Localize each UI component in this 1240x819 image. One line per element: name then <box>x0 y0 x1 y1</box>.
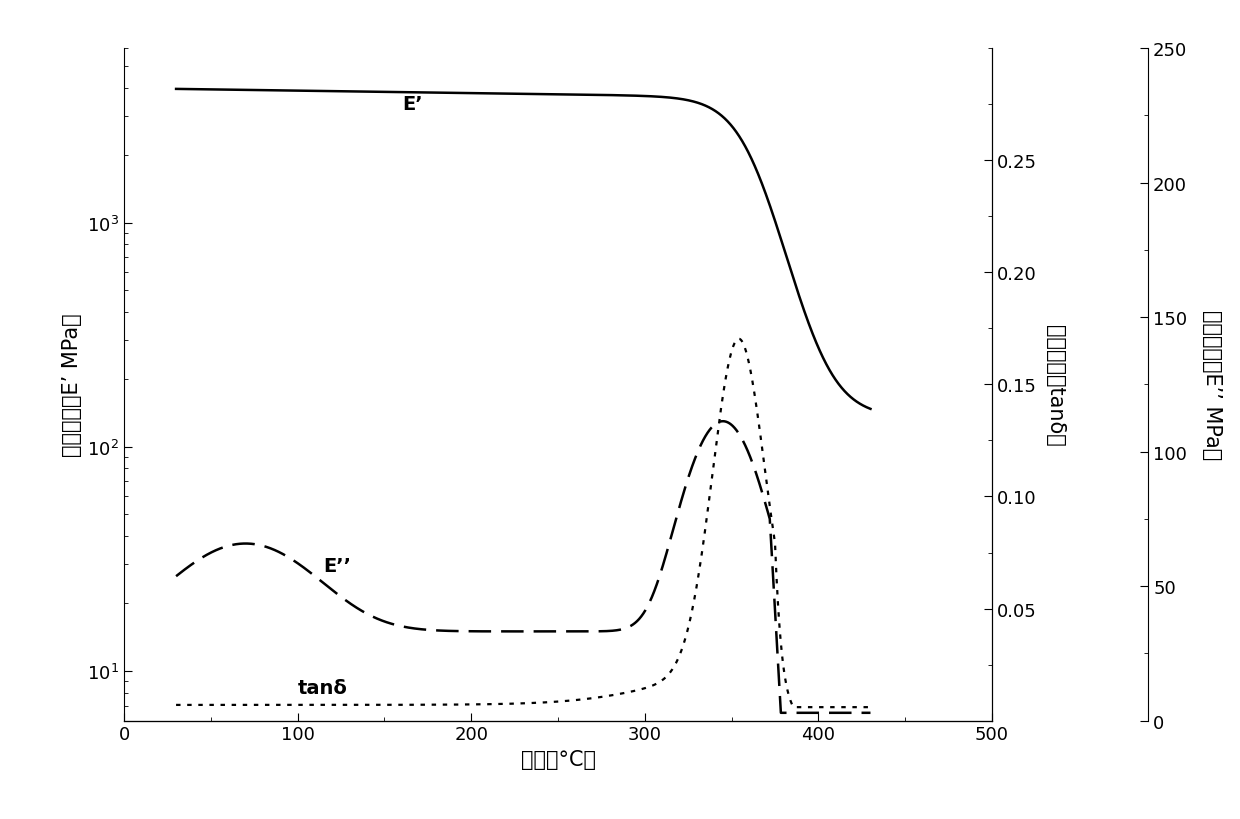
Text: E’: E’ <box>402 95 423 114</box>
Y-axis label: 损耗模量（E’’ MPa）: 损耗模量（E’’ MPa） <box>1202 310 1223 460</box>
X-axis label: 温度（°C）: 温度（°C） <box>521 749 595 769</box>
Text: E’’: E’’ <box>324 556 352 575</box>
Text: tanδ: tanδ <box>298 678 347 697</box>
Y-axis label: 储能模量（E’ MPa）: 储能模量（E’ MPa） <box>62 313 82 457</box>
Y-axis label: 损耗因子（tanδ）: 损耗因子（tanδ） <box>1044 324 1065 446</box>
